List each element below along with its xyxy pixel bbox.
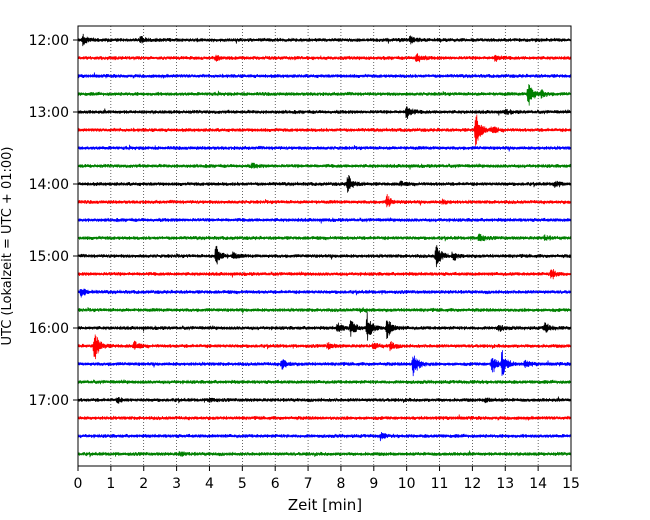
trace-1345	[78, 162, 571, 170]
y-tick-label: 16:00	[29, 321, 69, 337]
trace-1430	[78, 217, 571, 224]
x-tick-label: 8	[336, 476, 345, 492]
x-tick-label: 10	[398, 476, 416, 492]
x-tick-label: 9	[369, 476, 378, 492]
x-tick-label: 4	[205, 476, 214, 492]
trace-1730	[78, 431, 571, 442]
trace-1530	[78, 288, 571, 298]
trace-1215	[78, 53, 571, 63]
trace-1315	[78, 114, 571, 146]
x-tick-label: 5	[238, 476, 247, 492]
trace-1245	[78, 84, 571, 106]
x-tick-label: 7	[304, 476, 313, 492]
trace-1630	[78, 350, 571, 377]
y-tick-label: 15:00	[29, 249, 69, 265]
trace-1645	[78, 379, 571, 385]
y-tick-label: 13:00	[29, 105, 69, 121]
plot-frame	[77, 25, 572, 467]
trace-1615	[78, 334, 571, 360]
y-axis-label: UTC (Lokalzeit = UTC + 01:00)	[0, 147, 15, 346]
trace-1200	[78, 33, 571, 47]
trace-1230	[78, 72, 571, 79]
y-axis-ticks: 12:00 13:00 14:00 15:00 16:00 17:00	[29, 33, 78, 409]
trace-1515	[78, 269, 571, 280]
x-tick-label: 2	[139, 476, 148, 492]
x-tick-label: 15	[562, 476, 580, 492]
x-tick-label: 12	[463, 476, 481, 492]
x-tick-label: 14	[529, 476, 547, 492]
trace-1600	[78, 312, 571, 341]
x-tick-label: 6	[271, 476, 280, 492]
y-tick-label: 17:00	[29, 393, 69, 409]
x-axis-label: Zeit [min]	[288, 496, 362, 514]
seismogram-traces	[78, 33, 571, 458]
trace-1445	[78, 233, 571, 242]
trace-1545	[78, 307, 571, 314]
x-tick-label: 0	[74, 476, 83, 492]
trace-1415	[78, 194, 571, 208]
gridlines	[110, 26, 539, 466]
trace-1715	[78, 414, 571, 421]
y-tick-label: 14:00	[29, 177, 69, 193]
trace-1330	[78, 144, 571, 152]
x-tick-label: 13	[496, 476, 514, 492]
trace-1300	[78, 106, 571, 120]
x-tick-label: 1	[106, 476, 115, 492]
x-tick-label: 11	[431, 476, 449, 492]
y-tick-label: 12:00	[29, 33, 69, 49]
trace-1500	[78, 245, 571, 268]
trace-1745	[78, 450, 571, 458]
x-axis-ticks: 0 1 2 3 4 5 6 7 8 9 10 11 12 13 14 15	[74, 466, 580, 492]
trace-1700	[78, 396, 571, 404]
trace-1400	[78, 174, 571, 193]
x-tick-label: 3	[172, 476, 181, 492]
